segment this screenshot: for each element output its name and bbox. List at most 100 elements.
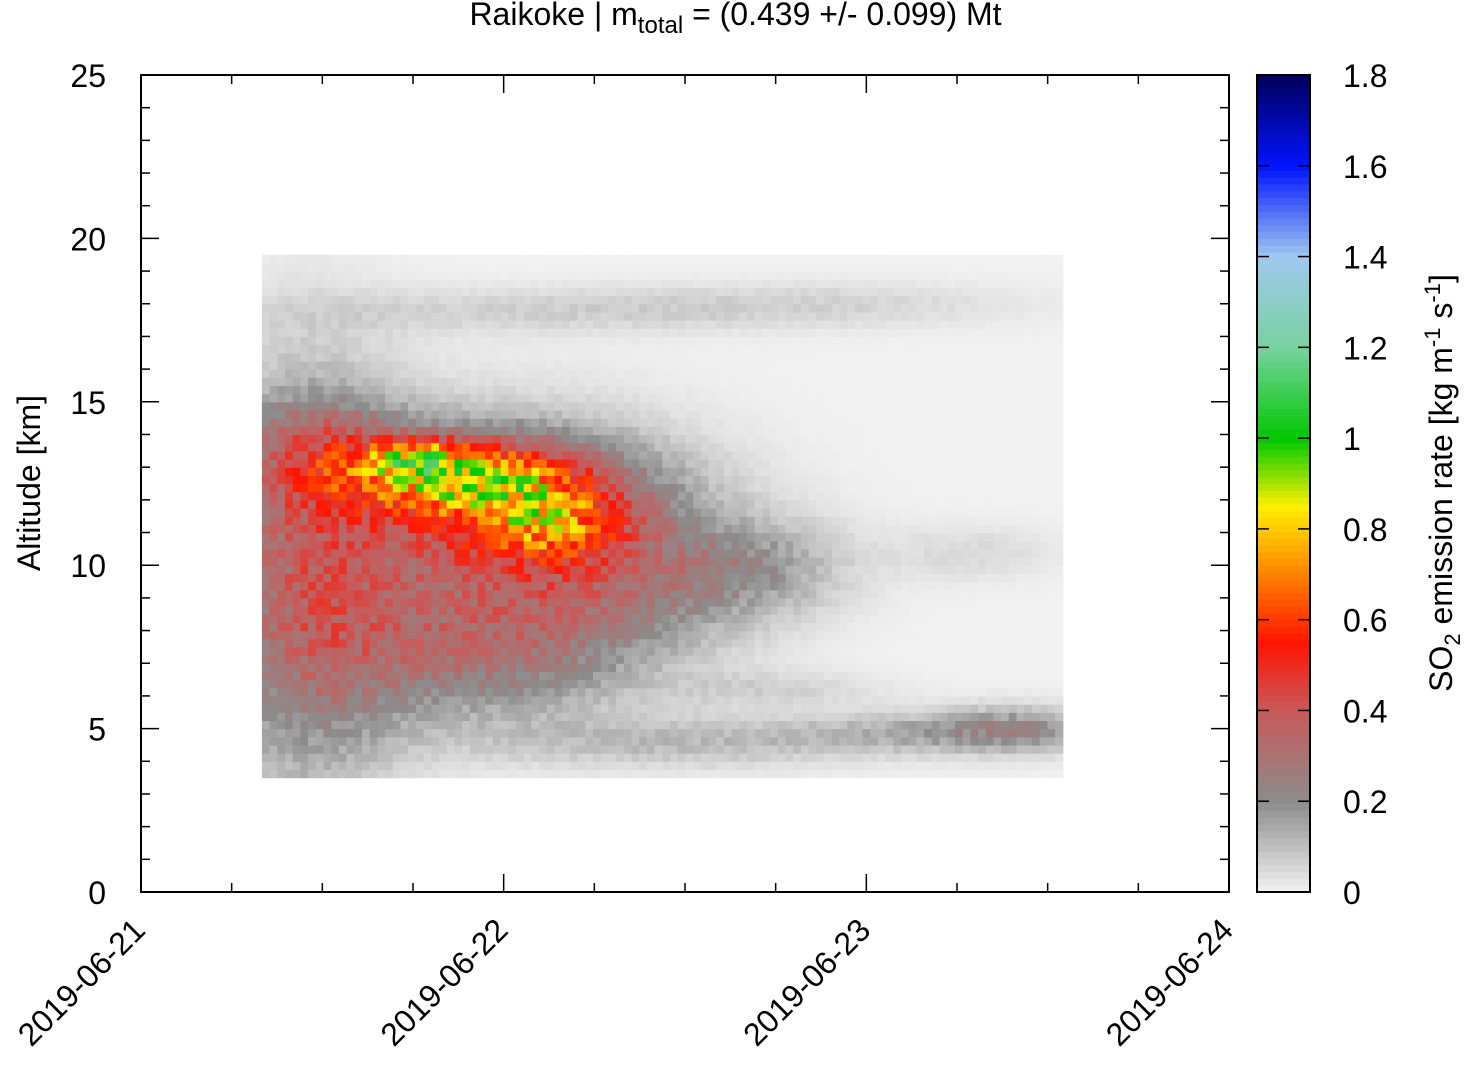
heatmap-cell: [439, 524, 448, 534]
heatmap-cell: [454, 622, 463, 632]
heatmap-cell: [677, 540, 687, 550]
heatmap-cell: [469, 311, 479, 321]
heatmap-cell: [670, 409, 679, 419]
heatmap-cell: [261, 655, 271, 664]
heatmap-cell: [300, 630, 309, 640]
heatmap-cell: [516, 475, 525, 485]
heatmap-cell: [454, 573, 463, 583]
heatmap-cell: [423, 303, 432, 313]
heatmap-cell: [331, 369, 340, 378]
heatmap-cell: [446, 385, 456, 395]
heatmap-cell: [831, 393, 841, 403]
heatmap-cell: [646, 499, 656, 509]
heatmap-cell: [754, 279, 764, 289]
heatmap-cell: [354, 744, 363, 754]
heatmap-cell: [492, 303, 502, 313]
heatmap-cell: [562, 303, 571, 313]
heatmap-cell: [569, 736, 579, 746]
heatmap-cell: [269, 540, 278, 550]
heatmap-cell: [277, 761, 286, 771]
heatmap-cell: [731, 320, 740, 329]
heatmap-cell: [277, 393, 286, 403]
heatmap-cell: [654, 769, 663, 779]
heatmap-cell: [693, 565, 702, 574]
heatmap-cell: [585, 385, 594, 395]
heatmap-cell: [508, 630, 517, 640]
heatmap-cell: [423, 352, 432, 362]
heatmap-cell: [677, 458, 687, 468]
heatmap-cell: [284, 548, 294, 558]
heatmap-cell: [439, 254, 448, 264]
heatmap-cell: [723, 630, 733, 640]
heatmap-cell: [362, 360, 371, 370]
heatmap-cell: [315, 581, 325, 591]
heatmap-cell: [616, 344, 625, 354]
heatmap-cell: [377, 557, 386, 566]
heatmap-cell: [793, 646, 802, 656]
heatmap-cell: [693, 581, 702, 591]
heatmap-cell: [662, 311, 671, 321]
heatmap-cell: [847, 360, 856, 370]
heatmap-cell: [747, 679, 756, 689]
heatmap-cell: [839, 426, 848, 436]
heatmap-cell: [477, 728, 486, 738]
heatmap-cell: [323, 736, 332, 746]
heatmap-cell: [408, 597, 417, 607]
heatmap-cell: [777, 475, 787, 485]
heatmap-cell: [539, 687, 548, 697]
heatmap-cell: [400, 320, 409, 329]
heatmap-cell: [439, 597, 448, 607]
heatmap-cell: [400, 385, 409, 395]
heatmap-cell: [284, 320, 294, 329]
heatmap-cell: [577, 516, 586, 525]
heatmap-cell: [516, 744, 525, 754]
heatmap-cell: [670, 442, 679, 452]
heatmap-cell: [562, 360, 571, 370]
heatmap-cell: [639, 524, 648, 534]
heatmap-cell: [454, 581, 463, 591]
heatmap-cell: [300, 622, 309, 632]
heatmap-cell: [839, 475, 848, 485]
heatmap-cell: [700, 418, 710, 427]
heatmap-cell: [646, 753, 656, 762]
heatmap-cell: [385, 736, 394, 746]
heatmap-cell: [677, 565, 687, 574]
heatmap-cell: [708, 328, 717, 338]
heatmap-cell: [362, 606, 371, 615]
heatmap-cell: [693, 467, 702, 476]
heatmap-cell: [392, 499, 402, 509]
heatmap-cell: [354, 279, 363, 289]
heatmap-cell: [708, 638, 717, 648]
heatmap-cell: [277, 646, 286, 656]
heatmap-cell: [277, 295, 286, 305]
heatmap-cell: [808, 491, 817, 501]
heatmap-cell: [646, 630, 656, 640]
heatmap-cell: [431, 614, 440, 623]
heatmap-cell: [616, 540, 625, 550]
heatmap-cell: [331, 704, 340, 713]
heatmap-cell: [500, 614, 509, 623]
heatmap-cell: [831, 328, 841, 338]
heatmap-cell: [716, 303, 725, 313]
heatmap-cell: [646, 646, 656, 656]
heatmap-cell: [385, 483, 394, 493]
heatmap-cell: [338, 516, 348, 525]
heatmap-cell: [546, 728, 556, 738]
heatmap-cell: [446, 287, 456, 297]
heatmap-cell: [446, 695, 456, 705]
heatmap-cell: [585, 565, 594, 574]
heatmap-cell: [847, 287, 856, 297]
heatmap-cell: [777, 377, 787, 387]
heatmap-cell: [662, 744, 671, 754]
heatmap-cell: [747, 418, 756, 427]
heatmap-cell: [562, 606, 571, 615]
heatmap-cell: [439, 311, 448, 321]
heatmap-cell: [708, 532, 717, 542]
heatmap-cell: [569, 393, 579, 403]
heatmap-cell: [716, 401, 725, 411]
heatmap-cell: [646, 450, 656, 460]
heatmap-cell: [469, 352, 479, 362]
heatmap-cell: [346, 475, 355, 485]
heatmap-cell: [523, 589, 533, 599]
heatmap-cell: [546, 475, 556, 485]
